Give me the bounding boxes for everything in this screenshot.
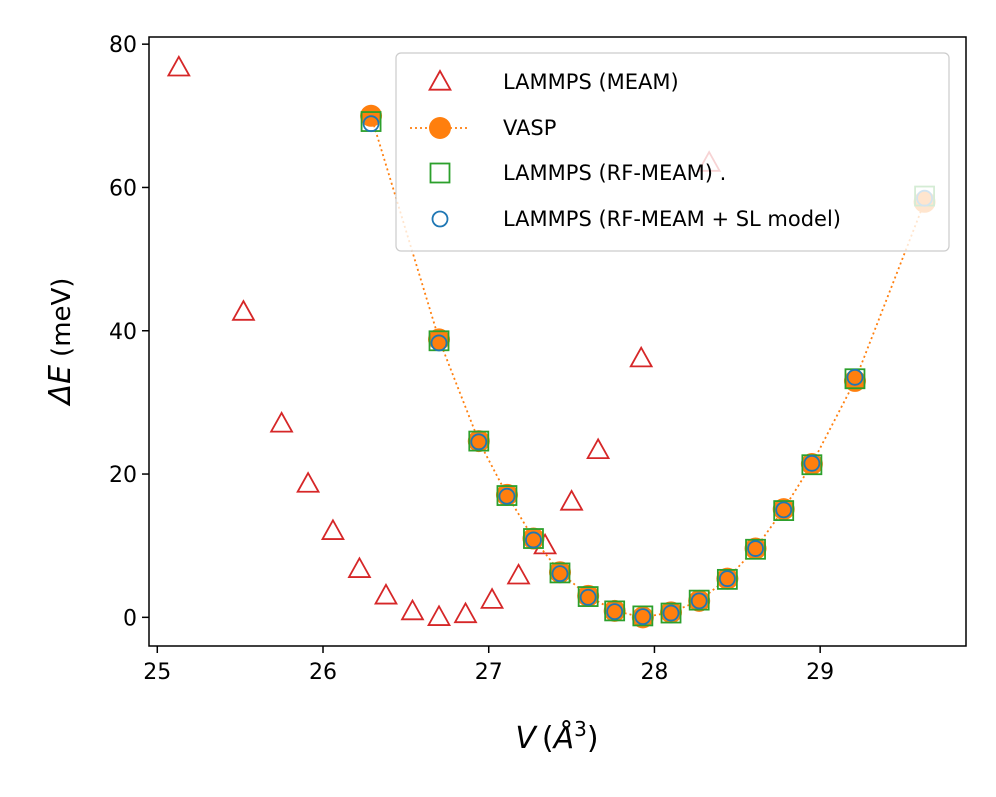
sl-model-point: [525, 531, 542, 549]
legend-marker-meam: [428, 69, 452, 91]
sl-model-point: [662, 604, 680, 622]
rf-meam-point: [549, 562, 571, 584]
vasp-point: [843, 369, 866, 392]
x-tick-label: 25: [143, 660, 171, 685]
legend-label: LAMMPS (RF-MEAM) .: [503, 161, 726, 185]
rf-meam-point: [604, 600, 626, 622]
meam-point: [166, 54, 191, 77]
meam-point: [427, 604, 451, 626]
meam-point: [231, 299, 256, 321]
sl-model-point: [606, 603, 624, 621]
legend: LAMMPS (MEAM) VASP LAMMPS (RF-MEAM) . LAMMP…: [395, 52, 950, 252]
x-tick-label: 26: [309, 660, 337, 685]
meam-point: [559, 489, 584, 511]
meam-point: [320, 518, 345, 540]
rf-meam-point: [632, 605, 654, 627]
sl-model-point: [470, 433, 488, 451]
y-tick-label: 20: [109, 463, 137, 488]
rf-meam-point: [577, 586, 599, 607]
rf-meam-point: [468, 430, 490, 452]
legend-label: LAMMPS (RF-MEAM + SL model): [503, 207, 841, 231]
x-axis-title: V (Å3): [515, 717, 598, 756]
sl-model-point: [718, 570, 736, 588]
y-tick-label: 0: [123, 606, 137, 631]
y-axis-title: ΔE(meV): [43, 278, 78, 407]
sl-model-point: [846, 368, 864, 386]
x-tick-label: 27: [475, 660, 503, 685]
rf-meam-point: [773, 500, 795, 521]
y-axis: 0 20 40 60 80: [109, 33, 149, 631]
sl-model-point: [690, 592, 708, 610]
y-tick-label: 40: [109, 320, 137, 345]
vasp-line: [370, 115, 926, 619]
rf-meam-point: [496, 485, 518, 506]
meam-point: [347, 556, 372, 578]
vasp-point: [428, 328, 451, 351]
meam-point: [480, 587, 505, 609]
sl-model-point: [362, 115, 380, 133]
sl-model-point: [430, 334, 448, 352]
legend-marker-vasp: [429, 117, 451, 139]
legend-box: [395, 52, 950, 252]
sl-model-point: [747, 540, 764, 557]
meam-point: [296, 471, 321, 493]
sl-model-point: [551, 565, 569, 583]
legend-label: VASP: [503, 116, 556, 140]
rf-meam-point: [745, 538, 766, 560]
meam-point: [629, 345, 654, 368]
y-tick-label: 60: [109, 176, 137, 201]
meam-point: [453, 601, 478, 624]
legend-marker-sl-model: [431, 210, 449, 228]
rf-meam-point: [688, 589, 710, 611]
meam-point: [373, 583, 398, 605]
meam-point: [586, 437, 611, 460]
meam-point: [269, 411, 294, 433]
legend-marker-rf-meam: [429, 162, 451, 184]
x-tick-label: 29: [806, 660, 834, 685]
meam-point: [506, 562, 531, 585]
rf-meam-point: [716, 568, 738, 590]
sl-model-point: [634, 608, 652, 626]
sl-model-point: [803, 454, 821, 472]
sl-model-point: [775, 501, 793, 519]
x-axis: 25 26 27 28 29: [143, 646, 834, 685]
rf-meam-point: [660, 602, 682, 624]
sl-model-point: [498, 487, 516, 505]
legend-label: LAMMPS (MEAM): [503, 70, 679, 94]
sl-model-point: [579, 588, 597, 606]
x-tick-label: 28: [640, 660, 668, 685]
axes-frame: [148, 36, 967, 647]
meam-point: [400, 598, 425, 621]
y-tick-label: 80: [109, 33, 137, 58]
